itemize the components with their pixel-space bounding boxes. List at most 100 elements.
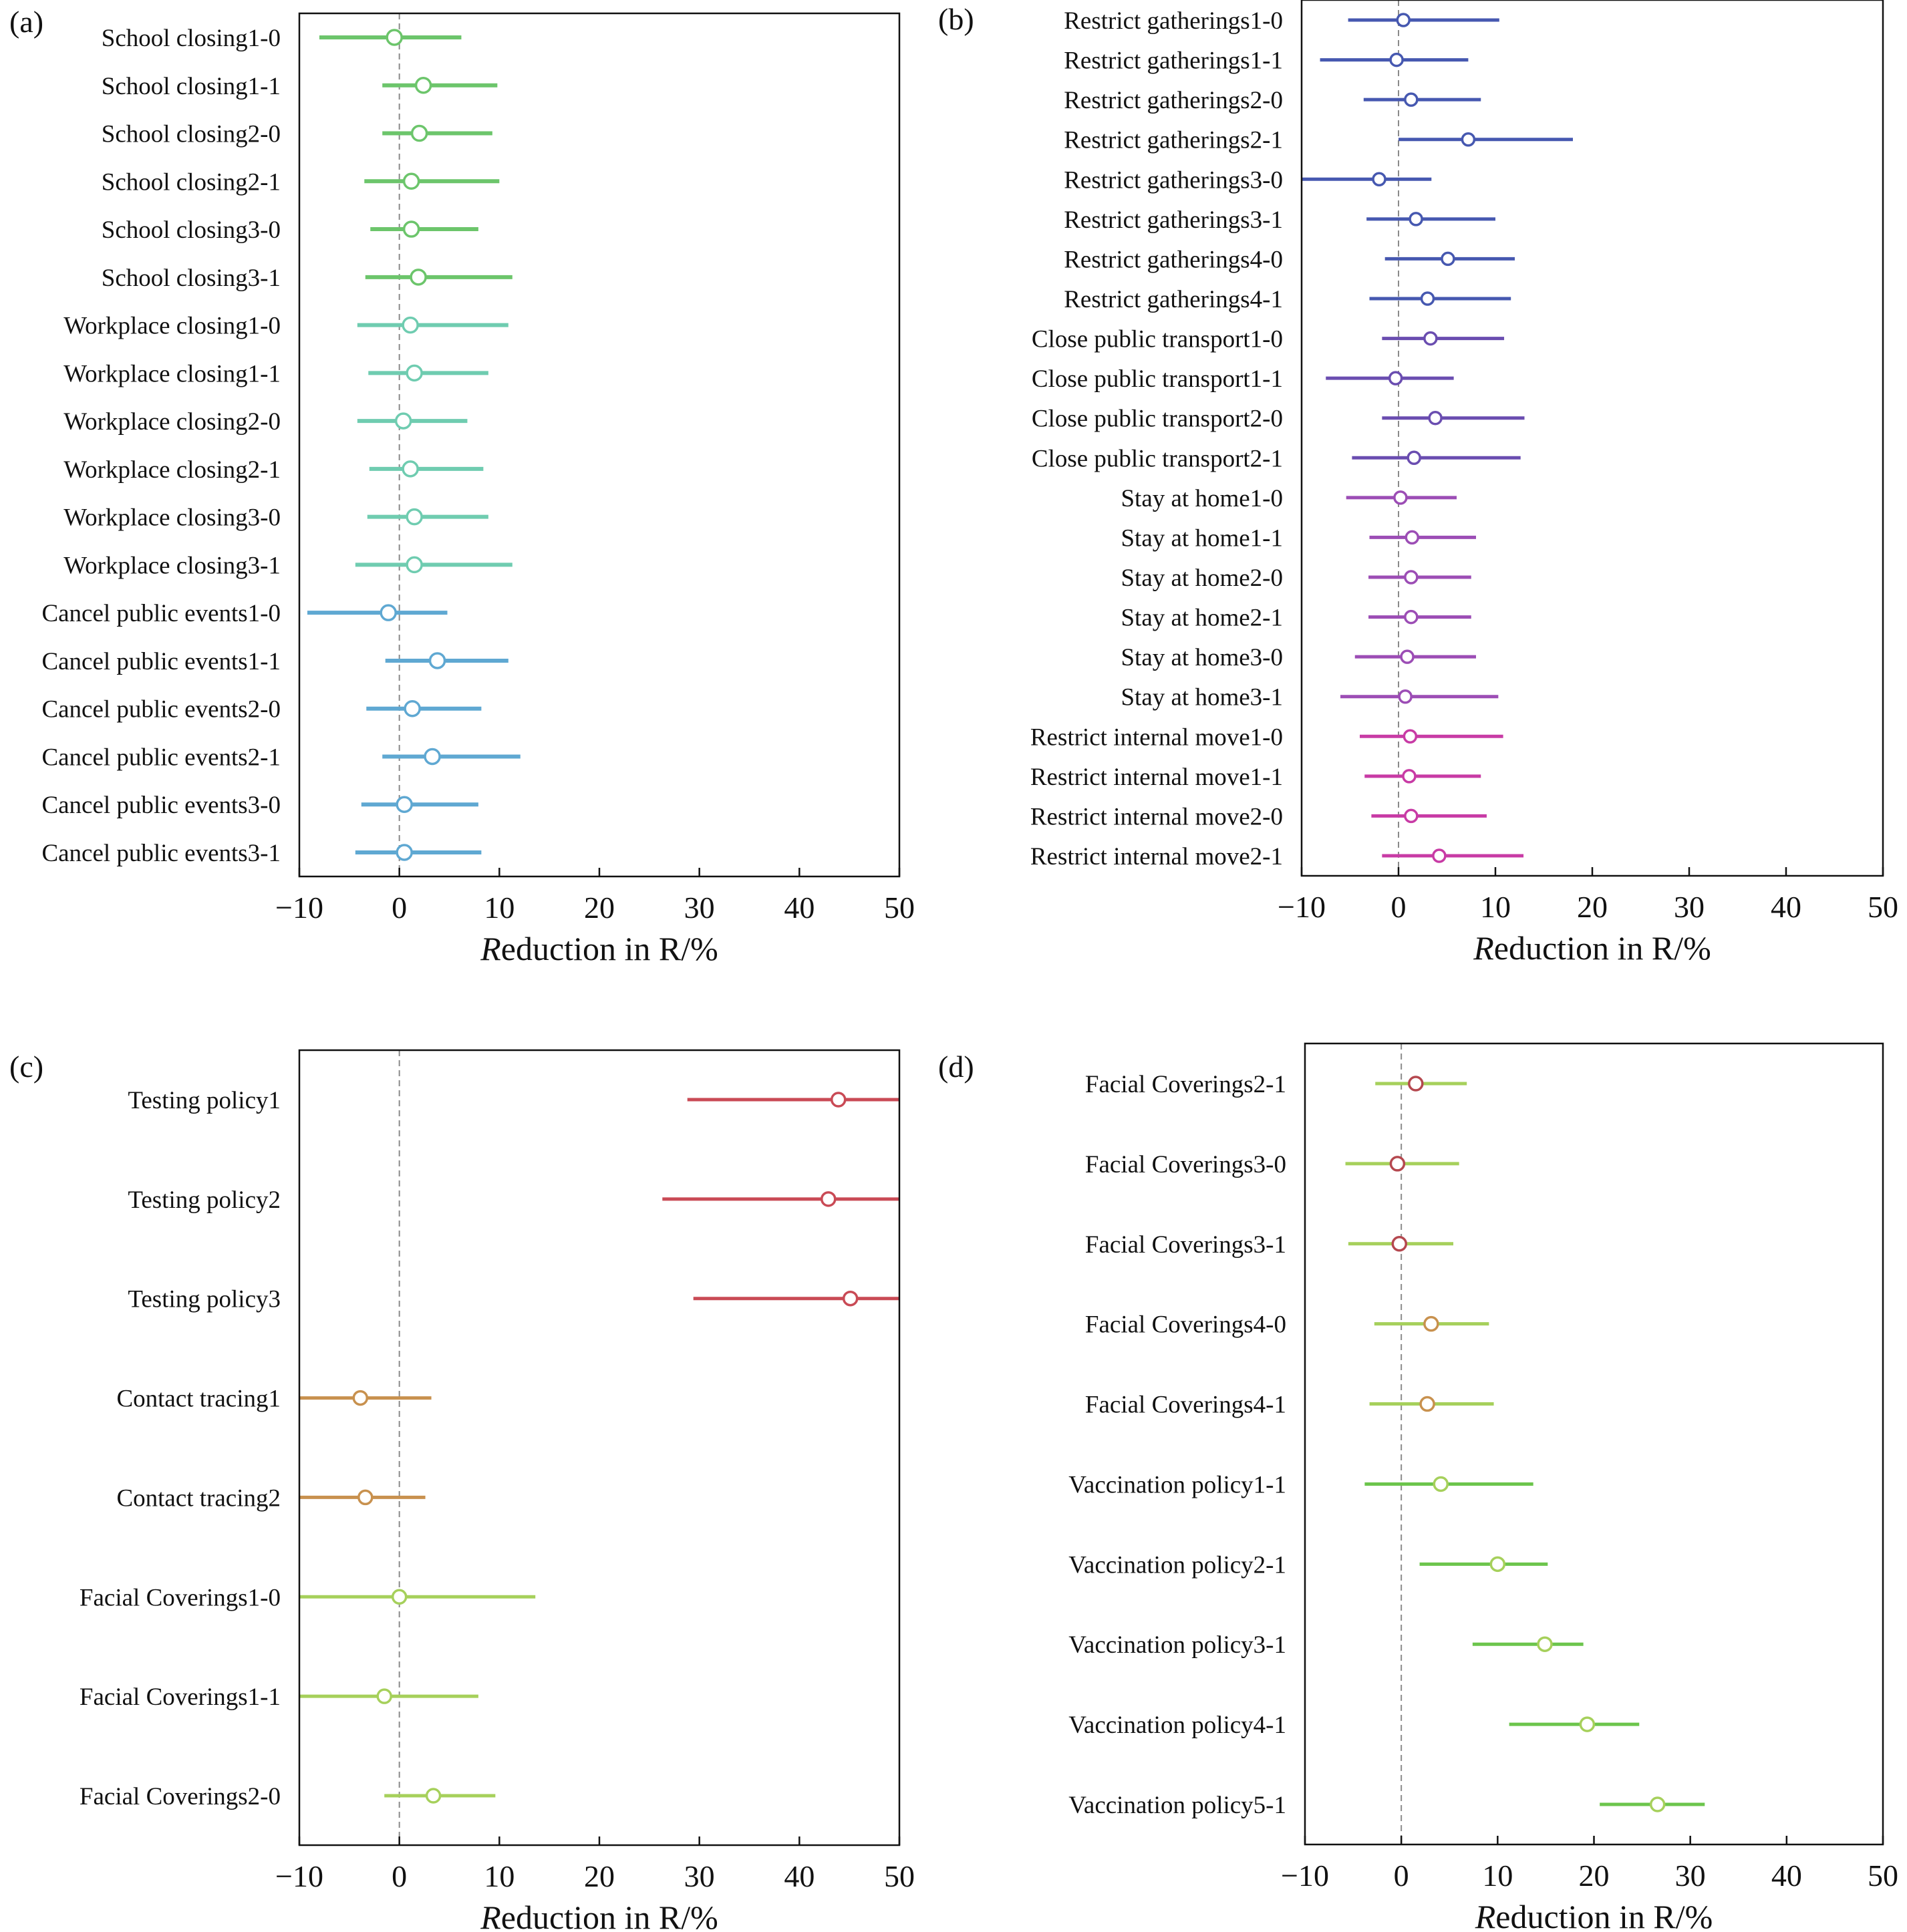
x-tick-label: 0 [392,891,407,925]
point-estimate [396,796,413,813]
row-label: School closing2-0 [102,121,281,148]
point-estimate [830,1092,847,1108]
point-estimate [1428,410,1443,426]
x-axis-label: Reduction in R/% [480,1899,718,1932]
row-label: Restrict gatherings3-1 [1064,206,1283,234]
x-tick-label: 30 [684,891,715,925]
row-label: Cancel public events3-1 [41,840,281,867]
point-estimate [1423,331,1438,346]
panel-d: (d) Facial Coverings2-1 Facial Coverings3-… [938,1042,1898,1932]
x-tick-label: 50 [1868,890,1898,924]
plot-frame [1300,0,1884,877]
x-tick-label: −10 [275,1859,323,1893]
point-estimate [425,1788,442,1804]
point-estimate [391,1589,408,1605]
x-axis-label: Reduction in R/% [1475,1898,1713,1932]
x-tick-label: 0 [1391,890,1407,924]
point-estimate [1398,689,1413,704]
row-label: School closing1-0 [102,25,281,52]
panel-a: (a) School closing1-0 School closing1-1 Sch… [9,5,915,967]
row-label: Testing policy2 [128,1186,281,1214]
x-tick-label: 40 [784,1859,815,1893]
point-estimate [1407,450,1421,466]
point-estimate [394,412,412,430]
point-estimate [1433,1476,1449,1492]
point-estimate [357,1489,374,1506]
row-label: Facial Coverings2-1 [1085,1071,1286,1098]
row-label: Testing policy1 [128,1087,281,1114]
point-estimate [386,29,403,46]
row-label: Testing policy3 [128,1286,281,1313]
row-label: Restrict gatherings1-1 [1064,47,1283,75]
x-tick-label: 30 [1675,1859,1706,1893]
row-label: Cancel public events3-0 [41,792,281,819]
x-tick-label: 20 [584,1859,615,1893]
point-estimate [404,699,421,717]
row-label: School closing1-1 [102,73,281,100]
x-tick-label: 0 [392,1859,407,1893]
point-estimate [406,508,423,526]
row-label: Cancel public events1-0 [41,600,281,627]
point-estimate [410,269,427,286]
point-estimate [1419,1396,1435,1412]
row-label: Restrict internal move2-0 [1030,803,1283,830]
point-estimate [352,1390,369,1406]
point-estimate [406,556,423,574]
point-estimate [1400,649,1415,664]
row-label: Restrict gatherings4-0 [1064,246,1283,273]
x-tick-label: 40 [784,891,815,925]
row-label: Facial Coverings3-1 [1085,1231,1286,1259]
row-label: Restrict gatherings3-0 [1064,166,1283,194]
point-estimate [1389,52,1404,67]
row-label: Cancel public events2-0 [41,696,281,723]
x-tick-label: 50 [884,1859,915,1893]
row-label: Restrict internal move1-1 [1030,764,1283,791]
point-estimate [842,1290,859,1307]
panel-letter: (b) [938,2,974,36]
x-tick-label: 20 [1577,890,1608,924]
panel-c: (c) Testing policy1 Testing policy2 Testing… [9,1049,915,1932]
point-estimate [414,77,432,94]
panel-letter: (d) [938,1050,974,1084]
point-estimate [376,1688,392,1704]
point-estimate [1404,92,1419,107]
point-estimate [1403,729,1418,744]
x-tick-label: 30 [684,1859,715,1893]
point-estimate [402,220,420,238]
row-label: Restrict gatherings2-0 [1064,87,1283,114]
point-estimate [402,172,420,190]
point-estimate [410,124,428,142]
x-tick-label: 40 [1771,1859,1802,1893]
row-label: Contact tracing1 [116,1386,281,1413]
row-label: Close public transport1-1 [1032,365,1283,393]
point-estimate [1389,1156,1406,1172]
x-tick-label: 10 [484,891,515,925]
point-estimate [396,844,413,861]
point-estimate [424,748,441,766]
point-estimate [1404,808,1419,824]
row-label: Facial Coverings2-0 [80,1783,281,1810]
row-label: Workplace closing2-1 [63,456,281,484]
panel-letter: (c) [9,1050,43,1084]
x-tick-label: −10 [275,891,323,925]
row-label: Workplace closing1-0 [63,313,281,340]
point-estimate [1393,490,1408,505]
row-label: Workplace closing1-1 [63,360,281,387]
x-tick-label: 50 [1868,1859,1898,1893]
row-label: Restrict gatherings4-1 [1064,286,1283,313]
x-tick-label: −10 [1281,1859,1329,1893]
row-label: Stay at home2-0 [1121,565,1283,592]
row-label: Stay at home1-1 [1121,524,1283,552]
point-estimate [1432,848,1447,863]
x-tick-label: −10 [1278,890,1326,924]
point-estimate [1372,172,1386,187]
x-axis-label: Reduction in R/% [480,930,718,967]
x-tick-label: 10 [1482,1859,1513,1893]
point-estimate [1537,1636,1553,1652]
point-estimate [1408,1076,1424,1092]
point-estimate [1388,371,1403,385]
row-label: Vaccination policy2-1 [1068,1551,1286,1579]
x-tick-label: 10 [1480,890,1511,924]
row-label: Close public transport2-1 [1032,445,1283,472]
